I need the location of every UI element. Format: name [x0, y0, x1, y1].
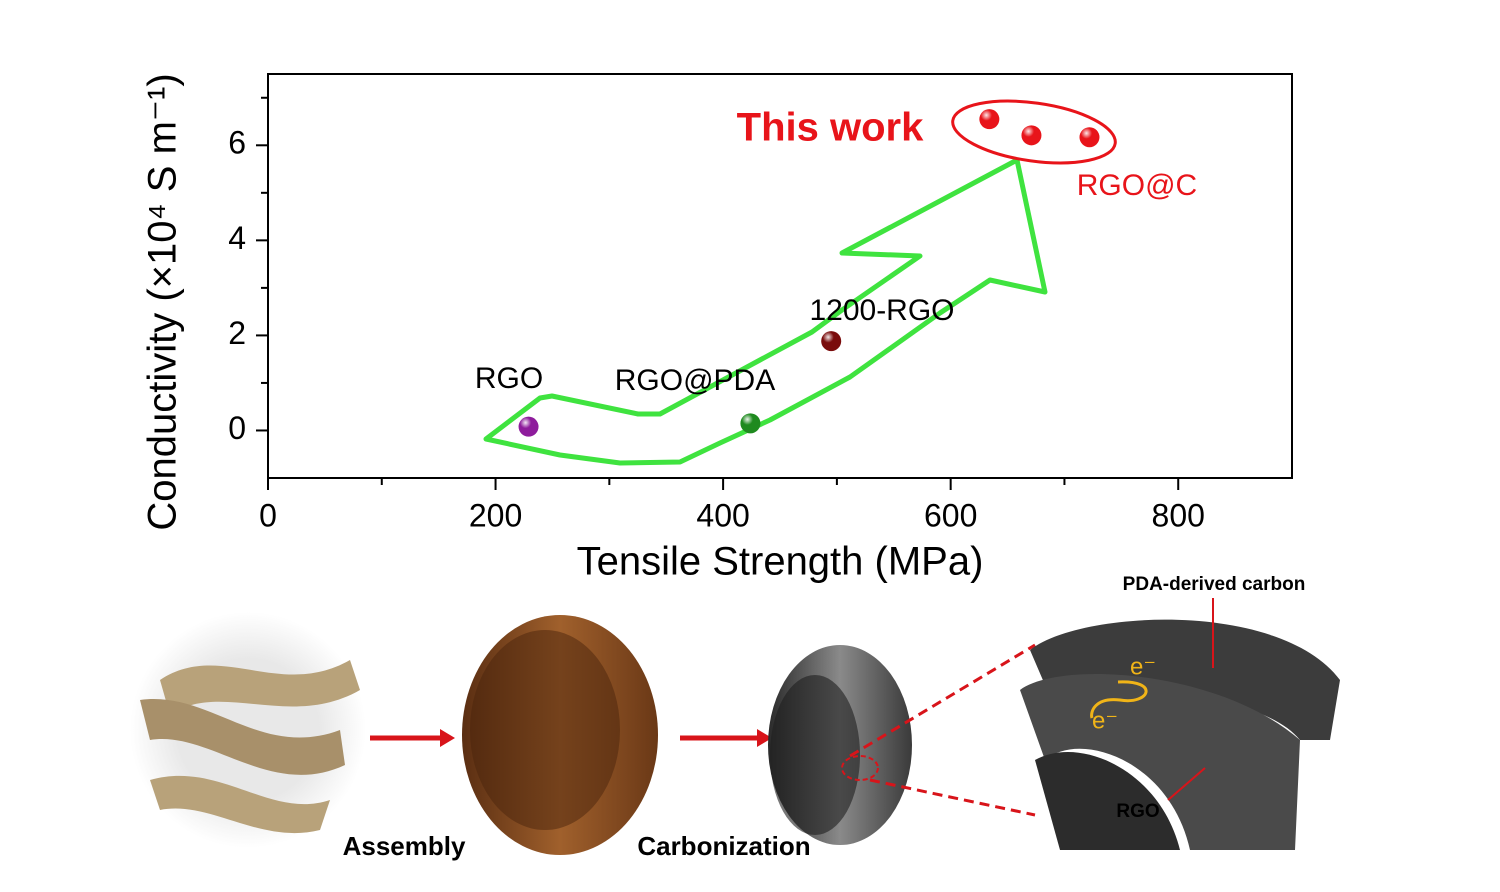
y-tick-label: 4: [228, 220, 246, 256]
carbon-fiber-core: [770, 675, 860, 835]
data-point-shine: [1021, 125, 1042, 146]
data-point-shine: [740, 413, 761, 434]
y-axis-label: Conductivity (×10⁴ S m⁻¹): [141, 73, 185, 530]
x-tick-label: 400: [696, 497, 749, 533]
y-tick-label: 2: [228, 315, 246, 351]
series-label: RGO@C: [1077, 169, 1197, 202]
rgo-layer: [1020, 674, 1300, 850]
component-label: RGO: [1116, 801, 1159, 822]
sheet: [140, 699, 345, 775]
annotation: This work: [737, 106, 924, 150]
x-tick-label: 200: [469, 497, 522, 533]
component-label: PDA-derived carbon: [1123, 574, 1306, 595]
arrow-head: [757, 729, 772, 747]
trend-arrow: [483, 157, 1048, 466]
highlight-ellipse: [951, 99, 1117, 165]
rgo-layer: [1035, 752, 1180, 850]
data-point-shine: [518, 416, 539, 437]
zoom-circle: [841, 755, 879, 781]
plot: [267, 73, 1293, 479]
brown-fiber-core: [470, 630, 620, 830]
x-tick-label: 600: [924, 497, 977, 533]
electron-label: e⁻: [1092, 707, 1118, 734]
step-label: Assembly: [343, 831, 466, 861]
series-label: RGO@PDA: [615, 364, 775, 397]
schematic: [130, 598, 1340, 855]
carbon-layer: [1030, 619, 1340, 740]
y-tick-label: 6: [228, 125, 246, 161]
series-label: 1200-RGO: [809, 294, 954, 327]
x-axis-label: Tensile Strength (MPa): [577, 540, 984, 584]
plot-frame: [267, 73, 1293, 479]
step-label: Carbonization: [637, 831, 810, 861]
sheet: [160, 660, 360, 715]
zoom-line: [849, 643, 1036, 758]
electron-path: [1090, 680, 1148, 719]
data-point-shine: [1079, 127, 1100, 148]
x-tick-label: 800: [1152, 497, 1205, 533]
zoom-line: [869, 778, 1036, 817]
arrow-head: [440, 729, 455, 747]
label-pointer: [1167, 767, 1206, 801]
sheet: [150, 775, 330, 834]
x-tick-label: 0: [259, 497, 277, 533]
series-label: RGO: [475, 362, 543, 395]
electron-label: e⁻: [1130, 653, 1156, 680]
data-point-shine: [821, 331, 842, 352]
data-point-shine: [979, 109, 1000, 130]
y-tick-label: 0: [228, 410, 246, 446]
